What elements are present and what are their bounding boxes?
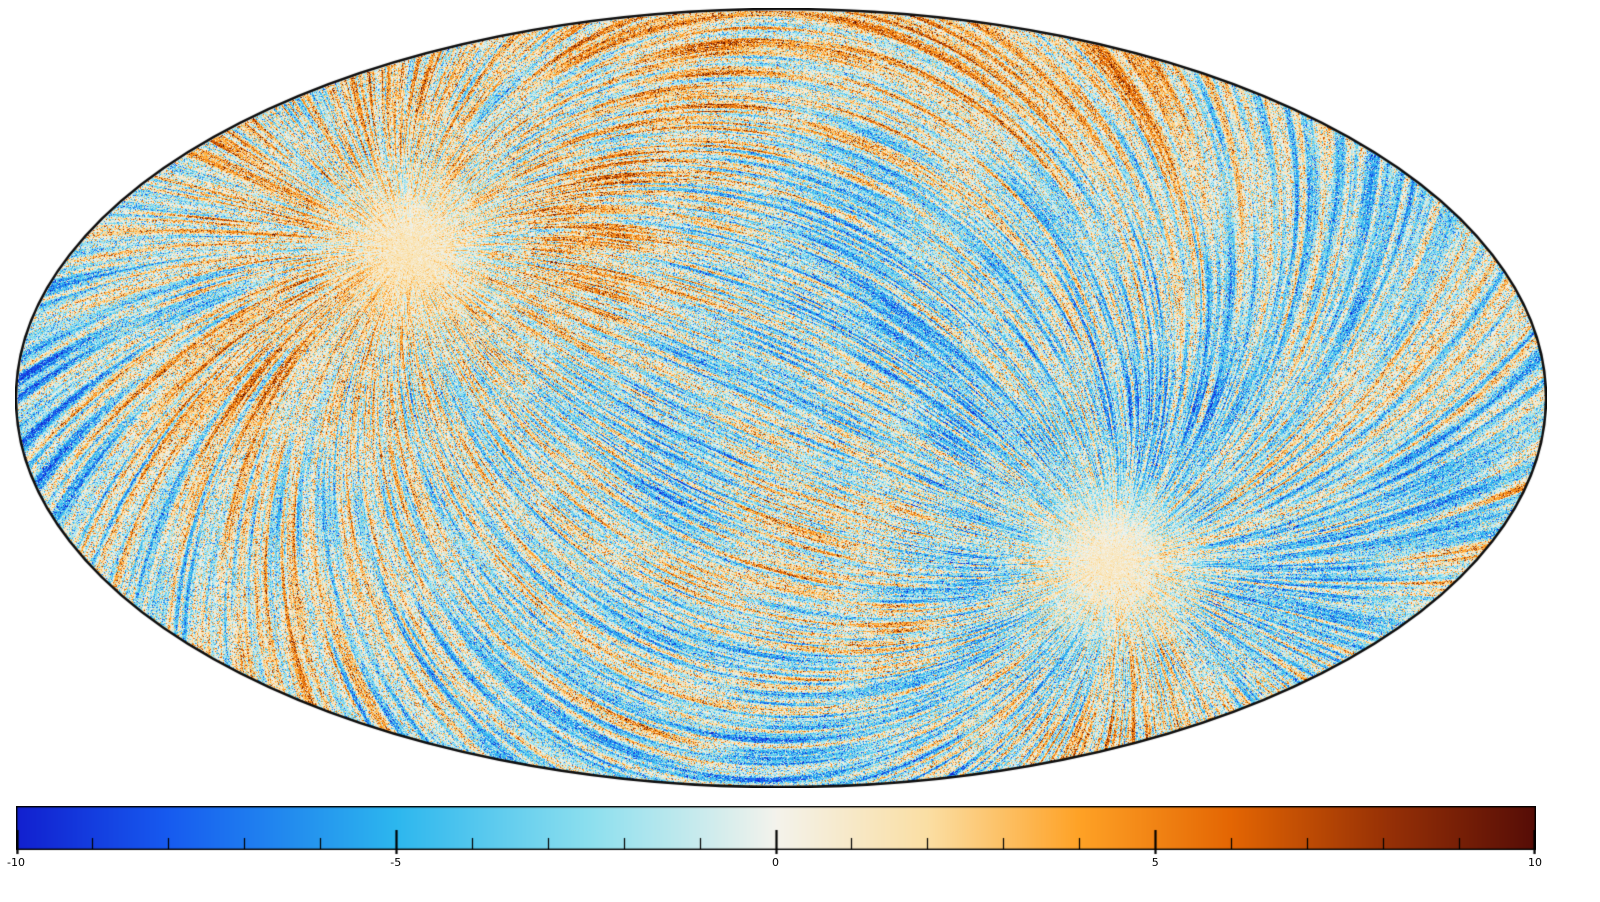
colorbar-canvas xyxy=(16,806,1536,858)
colorbar-tick-label: 10 xyxy=(1528,856,1542,869)
colorbar-tick-label: 5 xyxy=(1151,856,1159,869)
colorbar-tick-label: 0 xyxy=(772,856,779,869)
colorbar-tick-label: -10 xyxy=(7,856,25,869)
mollweide-map-canvas xyxy=(15,8,1547,788)
colorbar-tick-label: -5 xyxy=(390,856,402,869)
